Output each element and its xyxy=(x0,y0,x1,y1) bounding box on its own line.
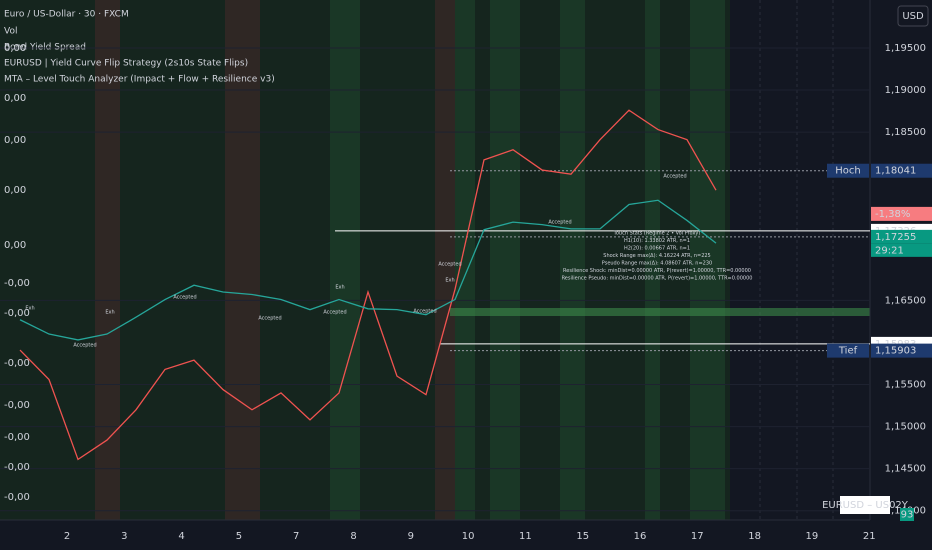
touch-stats: Pseudo Range max(Δ): 4.08607 ATR, n=230 xyxy=(602,261,712,267)
annotation: Accepted xyxy=(413,309,436,315)
regime-bands xyxy=(95,0,725,520)
pair-box xyxy=(840,496,890,514)
price-label-box xyxy=(871,343,932,358)
annotation: Accepted xyxy=(438,262,461,268)
price-label: 1,15903 xyxy=(875,346,916,357)
x-tick-label: 4 xyxy=(178,531,184,542)
left-axis-label: 0,00 xyxy=(4,240,26,251)
annotation: Accepted xyxy=(548,220,571,226)
countdown: 29:21 xyxy=(875,245,904,256)
touch-stats: H1(10): 1.33802 ATR, n=1 xyxy=(624,238,690,244)
future-dividers xyxy=(759,0,834,520)
x-tick-label: 5 xyxy=(236,531,242,542)
indicator: MTA – Level Touch Analyzer (Impact + Flo… xyxy=(4,75,275,85)
price-label: 1,18041 xyxy=(875,166,916,177)
annotation: Accepted xyxy=(323,310,346,316)
y-tick-label: 1,14500 xyxy=(885,464,926,475)
series-line xyxy=(19,109,717,461)
symbol-title: Euro / US-Dollar · 30 · FXCM xyxy=(4,10,129,20)
left-axis-label: -0,00 xyxy=(4,400,30,411)
price-label-name-box xyxy=(827,163,869,178)
left-axis-label: -0,00 xyxy=(4,358,30,369)
price-label-name: Tief xyxy=(838,346,858,357)
annotation: Accepted xyxy=(173,295,196,301)
plot-tint xyxy=(0,0,730,520)
x-tick-label: 7 xyxy=(293,531,299,542)
price-label-box xyxy=(871,163,932,178)
x-tick-label: 11 xyxy=(519,531,532,542)
x-tick-label: 9 xyxy=(408,531,414,542)
change-label: -1,38% xyxy=(875,209,910,220)
left-axis-label: -0,00 xyxy=(4,462,30,473)
annotation: Exh xyxy=(445,278,454,284)
indicator: EURUSD | Yield Curve Flip Strategy (2s10… xyxy=(4,59,248,69)
annotation: Accepted xyxy=(73,343,96,349)
annotation: Exh xyxy=(335,285,344,291)
touch-stats: Touch Stats (Regime 2 • Vol Proxy) xyxy=(613,231,701,237)
touch-stats: Resilience Shock: minDist=0.00000 ATR, P… xyxy=(563,268,751,274)
left-axis-label: -0,00 xyxy=(4,492,30,503)
left-axis-label: 0,00 xyxy=(4,93,26,104)
touch-stats: Resilience Pseudo: minDist=0.00000 ATR, … xyxy=(562,276,753,282)
price-axis xyxy=(870,0,932,550)
x-tick-label: 10 xyxy=(462,531,475,542)
annotation: Accepted xyxy=(663,174,686,180)
price-label-name: Hoch xyxy=(835,166,860,177)
series-line xyxy=(19,199,717,341)
x-tick-label: 16 xyxy=(634,531,647,542)
change-box xyxy=(871,206,932,221)
currency-box[interactable] xyxy=(897,5,929,27)
touch-stats: H2(20): 0.00667 ATR, n=1 xyxy=(624,246,690,252)
currency[interactable]: USD xyxy=(902,11,924,22)
x-tick-label: 3 xyxy=(121,531,127,542)
x-tick-label: 19 xyxy=(806,531,819,542)
price-label-box xyxy=(871,229,932,244)
y-tick-label: 1,15500 xyxy=(885,380,926,391)
y-tick-label: 1,19500 xyxy=(885,43,926,54)
annotation: Exh xyxy=(25,306,34,312)
volume-label: 93 xyxy=(901,510,914,521)
accepted-zone xyxy=(450,308,870,316)
annotation: Exh xyxy=(105,310,114,316)
y-tick-label: 1,15000 xyxy=(885,422,926,433)
left-axis-label: -0,00 xyxy=(4,308,30,319)
touch-stats: Shock Range max(Δ): 4.16224 ATR, n=225 xyxy=(603,253,710,259)
y-tick-label: 1,19000 xyxy=(885,85,926,96)
countdown-box xyxy=(871,243,932,257)
x-tick-label: 17 xyxy=(691,531,704,542)
annotation: Accepted xyxy=(258,316,281,322)
left-axis-label: 0,00 xyxy=(4,43,26,54)
x-tick-label: 8 xyxy=(350,531,356,542)
price-label: 1,17255 xyxy=(875,232,916,243)
x-tick-label: 21 xyxy=(863,531,876,542)
left-axis-label: -0,00 xyxy=(4,432,30,443)
y-tick-label: 1,16500 xyxy=(885,295,926,306)
indicator: Vol xyxy=(4,27,17,37)
left-axis-label: -0,00 xyxy=(4,278,30,289)
volume-box xyxy=(900,508,914,521)
x-tick-label: 15 xyxy=(576,531,589,542)
x-tick-label: 2 xyxy=(64,531,70,542)
left-axis-label: 0,00 xyxy=(4,185,26,196)
left-axis-label: 0,00 xyxy=(4,135,26,146)
pair-label: EURUSD – US02Y xyxy=(822,500,909,511)
y-tick-label: 1,18500 xyxy=(885,127,926,138)
x-tick-label: 18 xyxy=(748,531,761,542)
price-label-name-box xyxy=(827,343,869,358)
